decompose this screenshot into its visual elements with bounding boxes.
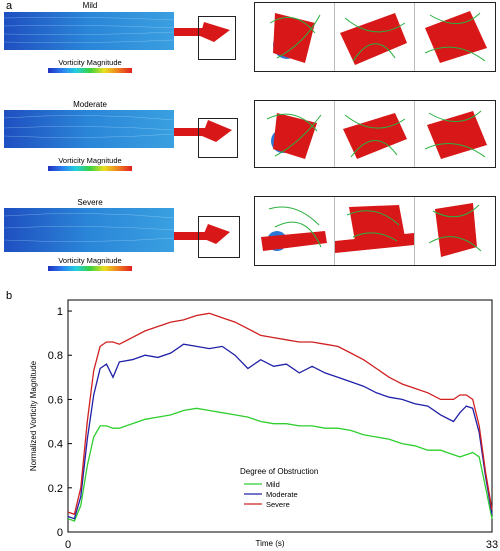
vorticity-line-chart: Normalized Vorticity Magnitude Time (s) …	[29, 299, 498, 551]
legend-entry-mild: Mild	[266, 480, 280, 489]
x-tick-label: 0	[65, 539, 71, 551]
y-tick-label: 0.2	[48, 483, 63, 495]
panel-b-label: b	[6, 290, 13, 302]
colorbar-label-severe: Vorticity Magnitude	[58, 256, 122, 265]
y-tick-label: 0.6	[48, 394, 63, 406]
colorbar-mild	[48, 68, 132, 73]
zoom-region-moderate	[198, 118, 238, 158]
colorbar-label-moderate: Vorticity Magnitude	[58, 156, 122, 165]
case-label-severe: Severe	[77, 198, 103, 207]
y-tick-label: 0.8	[48, 350, 63, 362]
vessel-streamlines-severe	[4, 208, 230, 252]
panel-a-label: a	[6, 0, 13, 12]
case-label-mild: Mild	[82, 1, 98, 10]
series-line-moderate	[67, 343, 493, 520]
series-line-mild	[67, 407, 493, 522]
mild-row: Mild Vorticity Magnitude	[0, 0, 500, 92]
legend-entry-severe: Severe	[266, 500, 290, 509]
inset-views-moderate	[254, 100, 496, 168]
zoom-region-mild	[198, 16, 236, 60]
colorbar-severe	[48, 266, 132, 271]
vessel-streamlines-moderate	[4, 110, 232, 148]
legend-title: Degree of Obstruction	[240, 467, 318, 476]
series-line-severe	[67, 312, 493, 516]
moderate-row: Moderate Vorticity Magnitude	[0, 96, 500, 188]
zoom-region-severe	[198, 216, 240, 258]
case-label-moderate: Moderate	[73, 100, 107, 109]
x-tick-label: 33	[486, 539, 498, 551]
colorbar-label-mild: Vorticity Magnitude	[58, 58, 122, 67]
inset-views-severe	[254, 196, 496, 266]
legend-entry-moderate: Moderate	[266, 490, 298, 499]
severe-row: Severe Vorticity Magnitude	[0, 194, 500, 286]
y-tick-label: 0.4	[48, 439, 63, 451]
plot-frame	[67, 299, 493, 533]
x-axis-label: Time (s)	[255, 539, 284, 548]
vessel-streamlines-mild	[4, 12, 230, 50]
y-tick-label: 1	[57, 306, 63, 318]
inset-views-mild	[254, 2, 496, 72]
colorbar-moderate	[48, 166, 132, 171]
y-axis-label: Normalized Vorticity Magnitude	[29, 360, 38, 471]
y-tick-label: 0	[57, 527, 63, 539]
